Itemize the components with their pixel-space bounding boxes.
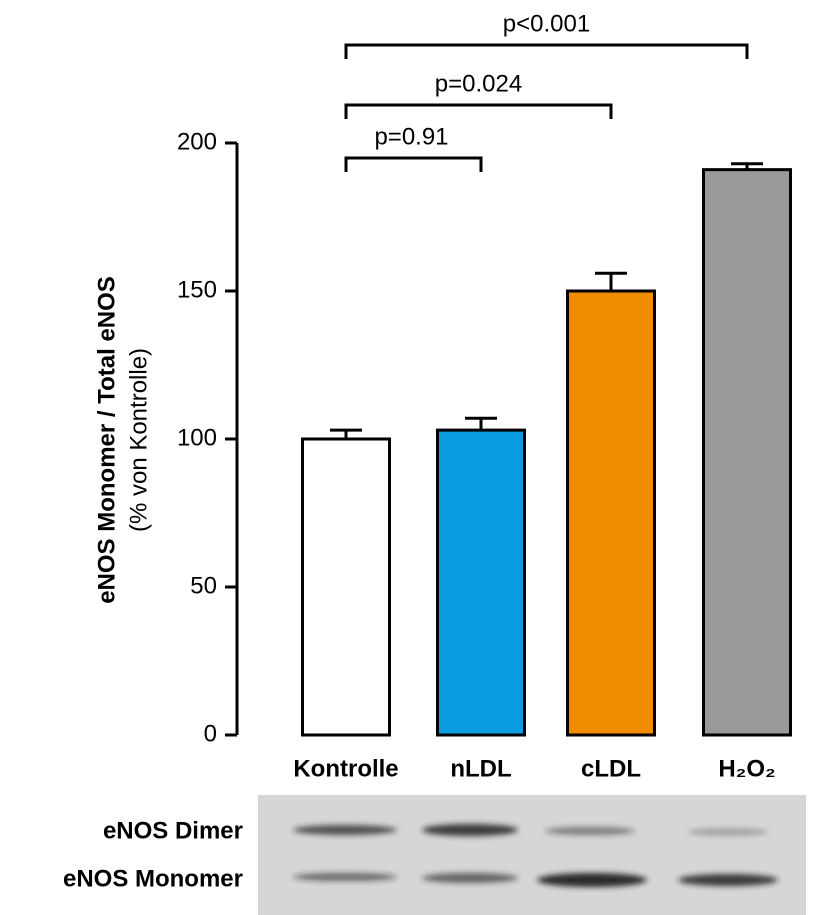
- x-tick-label: nLDL: [450, 755, 511, 782]
- y-tick-label: 100: [177, 424, 217, 451]
- bar: [568, 291, 655, 735]
- y-tick-label: 150: [177, 276, 217, 303]
- bar: [438, 430, 525, 735]
- band: [678, 874, 778, 886]
- bar: [704, 170, 791, 735]
- band: [422, 873, 518, 883]
- y-axis-title: eNOS Monomer / Total eNOS: [93, 276, 120, 604]
- band: [537, 873, 647, 887]
- blot-label: eNOS Monomer: [63, 865, 243, 892]
- y-axis-subtitle: (% von Kontrolle): [125, 348, 152, 532]
- x-tick-label: H₂O₂: [718, 755, 775, 782]
- significance-label: p<0.001: [503, 10, 590, 37]
- significance-bracket: [346, 45, 747, 59]
- page: eNOS Dimer eNOS Monomer eNOS Monomer / T…: [0, 0, 830, 915]
- y-tick-label: 50: [190, 572, 217, 599]
- bar: [303, 439, 390, 735]
- significance-label: p=0.91: [374, 123, 448, 150]
- band: [293, 825, 397, 835]
- significance-label: p=0.024: [435, 70, 522, 97]
- band: [293, 873, 397, 881]
- blot: [258, 795, 806, 915]
- band: [422, 824, 518, 836]
- x-tick-label: Kontrolle: [293, 755, 398, 782]
- blot-label: eNOS Dimer: [103, 817, 243, 844]
- band: [545, 827, 635, 835]
- chart: eNOS Dimer eNOS Monomer eNOS Monomer / T…: [0, 0, 830, 915]
- blot-background: [258, 795, 806, 915]
- significance-bracket: [346, 105, 611, 119]
- band: [688, 829, 768, 835]
- y-tick-label: 0: [204, 720, 217, 747]
- y-tick-label: 200: [177, 128, 217, 155]
- significance-bracket: [346, 158, 481, 172]
- x-tick-label: cLDL: [581, 755, 641, 782]
